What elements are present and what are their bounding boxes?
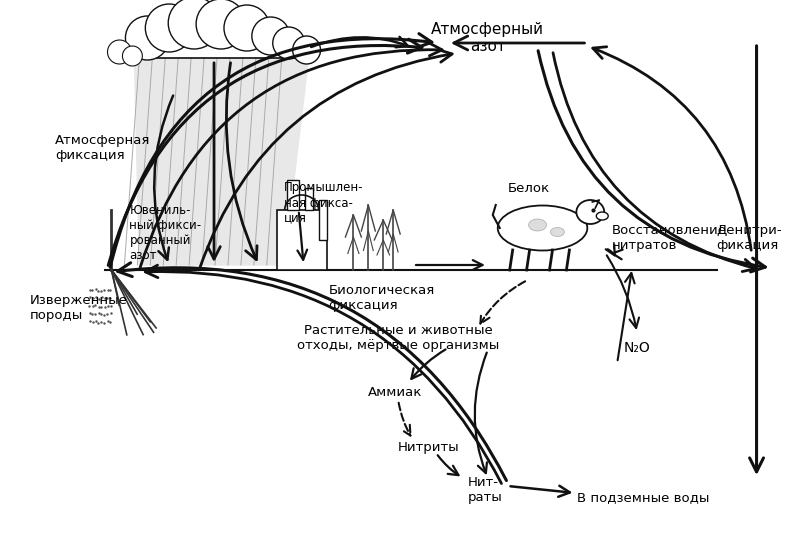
Circle shape (168, 0, 220, 49)
FancyArrowPatch shape (118, 262, 506, 481)
Circle shape (146, 4, 193, 52)
Text: Нитриты: Нитриты (398, 442, 460, 454)
Ellipse shape (576, 200, 604, 224)
Circle shape (107, 40, 131, 64)
FancyArrowPatch shape (226, 62, 257, 260)
FancyArrowPatch shape (474, 352, 487, 473)
FancyArrowPatch shape (311, 37, 408, 47)
Text: N₂O: N₂O (624, 341, 650, 355)
FancyArrowPatch shape (398, 403, 410, 436)
Circle shape (273, 27, 305, 59)
Ellipse shape (498, 206, 587, 250)
FancyArrowPatch shape (480, 281, 525, 323)
Circle shape (122, 46, 142, 66)
FancyArrowPatch shape (411, 350, 446, 379)
Ellipse shape (596, 212, 608, 220)
Circle shape (196, 0, 246, 49)
FancyArrowPatch shape (750, 46, 763, 472)
Text: Ювениль-
ный фикси-
рованный
азот: Ювениль- ный фикси- рованный азот (130, 204, 202, 262)
FancyArrowPatch shape (208, 63, 220, 259)
Text: Денитри-
фикация: Денитри- фикация (717, 224, 782, 252)
FancyArrowPatch shape (606, 255, 639, 328)
Bar (286, 180, 298, 210)
Text: Аммиак: Аммиак (368, 386, 422, 399)
Text: Атмосферная
фиксация: Атмосферная фиксация (54, 134, 150, 162)
FancyArrowPatch shape (553, 53, 756, 272)
FancyArrowPatch shape (146, 265, 502, 483)
Text: Нит-
раты: Нит- раты (468, 476, 502, 504)
Circle shape (252, 17, 290, 55)
FancyArrowPatch shape (154, 95, 173, 260)
Text: Атмосферный
азот: Атмосферный азот (431, 22, 544, 54)
Bar (305, 188, 313, 210)
Circle shape (126, 16, 170, 60)
FancyArrowPatch shape (438, 455, 458, 475)
Polygon shape (134, 58, 309, 265)
FancyArrowPatch shape (618, 273, 634, 360)
FancyArrowPatch shape (140, 43, 442, 267)
FancyArrowPatch shape (510, 486, 570, 497)
FancyArrowPatch shape (538, 51, 766, 272)
Ellipse shape (550, 227, 565, 237)
FancyArrowPatch shape (110, 33, 432, 267)
Bar (318, 200, 326, 240)
Circle shape (293, 36, 321, 64)
Circle shape (224, 5, 270, 51)
FancyArrowPatch shape (613, 250, 622, 259)
Text: Промышлен-
ная фикса-
ция: Промышлен- ная фикса- ция (284, 181, 363, 225)
Text: Изверженные
породы: Изверженные породы (30, 294, 128, 322)
Bar (277, 210, 326, 270)
Text: В подземные воды: В подземные воды (578, 492, 710, 505)
FancyArrowPatch shape (200, 50, 452, 267)
Text: Белок: Белок (508, 181, 550, 195)
FancyArrowPatch shape (606, 244, 614, 255)
FancyArrowPatch shape (108, 39, 422, 265)
Text: Биологическая
фиксация: Биологическая фиксация (329, 284, 434, 312)
FancyArrowPatch shape (454, 36, 585, 50)
Text: Растительные и животные
отходы, мёртвые организмы: Растительные и животные отходы, мёртвые … (297, 324, 499, 352)
Ellipse shape (529, 219, 546, 231)
FancyArrowPatch shape (416, 260, 482, 270)
FancyArrowPatch shape (593, 47, 751, 250)
Text: Восстановление
нитратов: Восстановление нитратов (612, 224, 727, 252)
FancyArrowPatch shape (298, 213, 307, 260)
